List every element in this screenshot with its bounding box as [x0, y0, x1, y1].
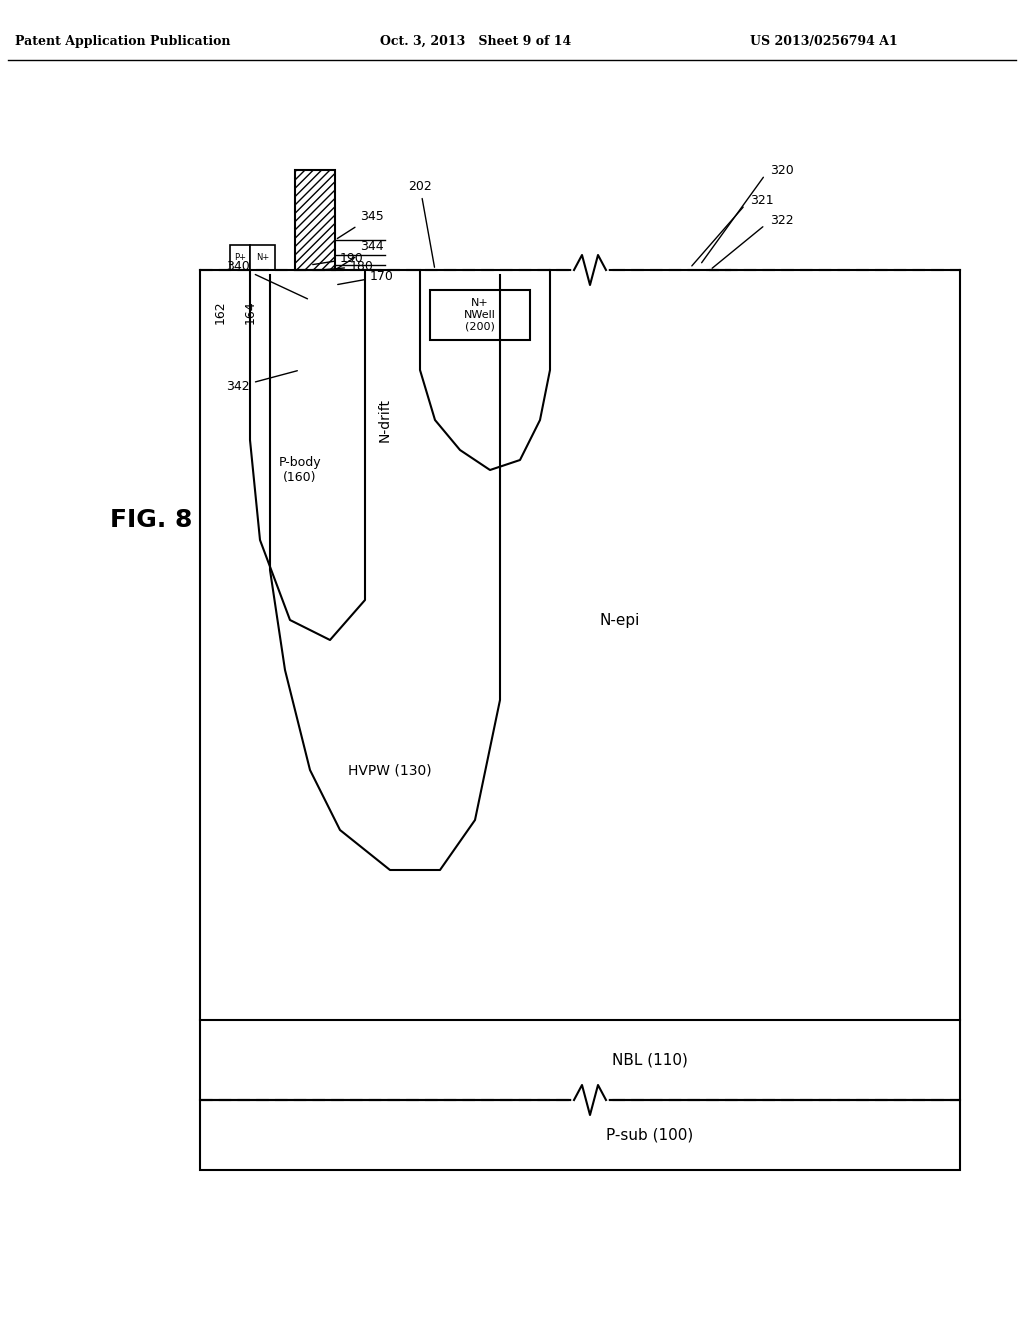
Text: 180: 180 [323, 260, 374, 273]
Text: 344: 344 [337, 240, 384, 268]
Text: 340: 340 [226, 260, 307, 298]
Text: 321: 321 [750, 194, 773, 206]
Text: 322: 322 [770, 214, 794, 227]
Text: FIG. 8: FIG. 8 [110, 508, 193, 532]
Bar [250, 246, 275, 271]
Text: US 2013/0256794 A1: US 2013/0256794 A1 [750, 36, 898, 48]
Text: 170: 170 [338, 271, 394, 285]
Text: N-epi: N-epi [600, 612, 640, 627]
Text: Patent Application Publication: Patent Application Publication [15, 36, 230, 48]
Text: N+: N+ [256, 253, 269, 261]
Text: 320: 320 [770, 164, 794, 177]
Text: P-body
(160): P-body (160) [279, 455, 322, 484]
Text: N+
NWell
(200): N+ NWell (200) [464, 298, 496, 331]
Text: N-drift: N-drift [378, 399, 392, 442]
Text: 342: 342 [226, 371, 297, 393]
Text: 202: 202 [409, 180, 434, 267]
Bar [295, 170, 335, 271]
Text: P+: P+ [234, 253, 246, 261]
Text: 162: 162 [213, 300, 226, 323]
Bar [430, 290, 530, 341]
Bar [230, 246, 250, 271]
Text: 164: 164 [244, 300, 256, 323]
Bar [200, 1020, 961, 1100]
Text: 190: 190 [312, 252, 364, 265]
Text: P-sub (100): P-sub (100) [606, 1127, 693, 1143]
Text: NBL (110): NBL (110) [612, 1052, 688, 1068]
Bar [200, 1100, 961, 1170]
Text: Oct. 3, 2013   Sheet 9 of 14: Oct. 3, 2013 Sheet 9 of 14 [380, 36, 571, 48]
Text: 345: 345 [337, 210, 384, 239]
Text: HVPW (130): HVPW (130) [348, 763, 432, 777]
